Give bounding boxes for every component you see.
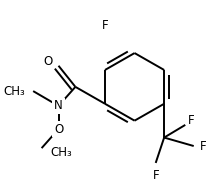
- Text: CH₃: CH₃: [3, 85, 25, 98]
- Text: F: F: [102, 19, 108, 32]
- Text: CH₃: CH₃: [50, 146, 72, 159]
- Text: CH₃: CH₃: [3, 85, 25, 98]
- Text: O: O: [54, 123, 63, 136]
- Text: F: F: [200, 139, 207, 153]
- Text: F: F: [152, 169, 159, 182]
- Text: CH₃: CH₃: [50, 146, 72, 159]
- Text: F: F: [187, 114, 194, 127]
- Text: O: O: [43, 55, 53, 68]
- Text: F: F: [152, 169, 159, 182]
- Text: F: F: [102, 19, 108, 32]
- Text: O: O: [54, 123, 63, 136]
- Text: F: F: [187, 114, 194, 127]
- Text: N: N: [54, 99, 63, 112]
- Text: N: N: [54, 99, 63, 112]
- Text: F: F: [200, 139, 207, 153]
- Text: O: O: [43, 55, 53, 68]
